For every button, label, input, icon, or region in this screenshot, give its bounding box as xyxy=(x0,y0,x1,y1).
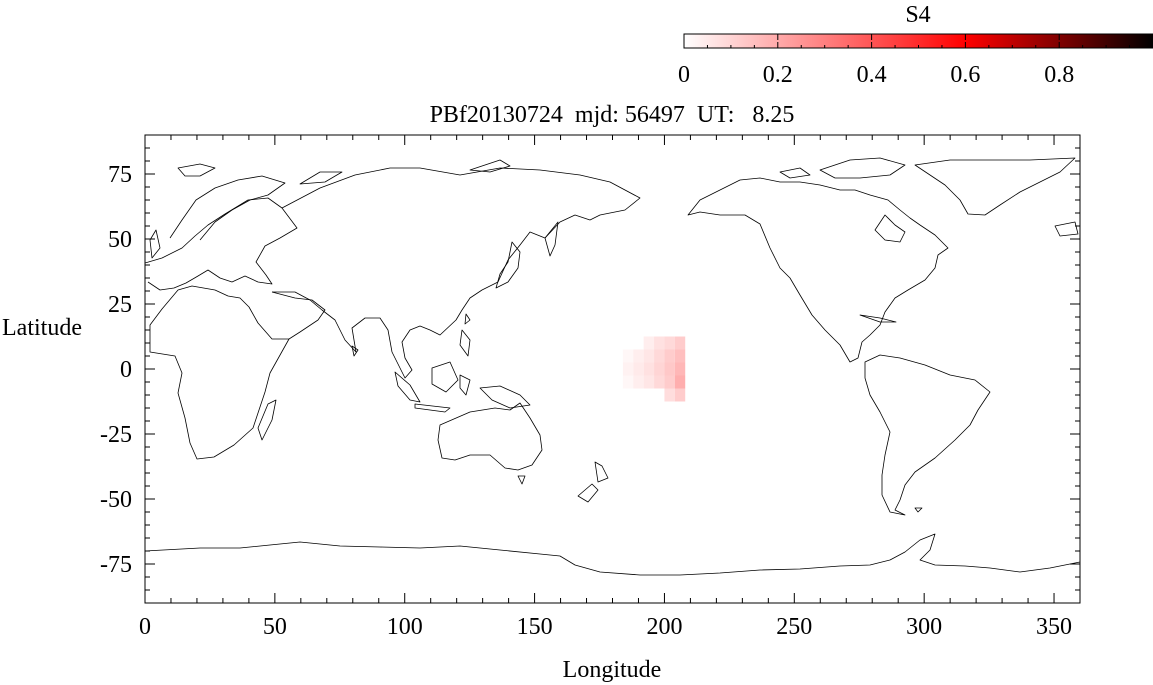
coastline-asia xyxy=(272,167,641,379)
y-tick-label: 50 xyxy=(108,227,132,253)
coastline-new-guinea xyxy=(479,385,531,409)
x-axis-label: Longitude xyxy=(563,657,662,683)
colorbar-tick-label: 0.4 xyxy=(857,62,887,88)
colorbar-ticks: 0 0.2 0.4 0.6 0.8 xyxy=(678,34,1131,88)
coastline-taiwan xyxy=(464,313,471,325)
s4-cell xyxy=(664,336,675,350)
s4-cell xyxy=(633,349,644,363)
s4-cell xyxy=(674,362,686,376)
coastline-australia xyxy=(437,402,543,471)
s4-cell xyxy=(654,349,665,363)
y-tick-label: 75 xyxy=(108,162,132,188)
coastline-madagascar xyxy=(257,399,277,441)
s4-cell xyxy=(643,362,655,376)
coastline-philippines xyxy=(459,329,471,357)
s4-cell xyxy=(633,375,644,389)
coastline-falklands xyxy=(914,507,923,513)
coastline-cuba xyxy=(859,314,897,323)
coastline-sulawesi xyxy=(459,374,471,396)
s4-cell xyxy=(654,375,665,389)
chart-title: PBf20130724 mjd: 56497 UT: 8.25 xyxy=(430,102,795,128)
s4-cell xyxy=(654,336,665,350)
coastline-new-zealand xyxy=(577,461,609,503)
s4-cell xyxy=(674,349,686,363)
coastline-africa xyxy=(149,285,290,460)
coastline-south-america xyxy=(864,354,991,516)
coastline-borneo xyxy=(431,361,459,393)
x-tick-label: 150 xyxy=(517,614,553,640)
y-tick-label: 0 xyxy=(120,357,132,383)
s4-cell xyxy=(643,375,655,389)
coastline-siberia-islands xyxy=(299,159,511,185)
s4-cell xyxy=(674,336,686,350)
s4-cell xyxy=(622,362,634,376)
colorbar: S4 0 0.2 0.4 0.6 0.8 xyxy=(678,2,1153,88)
s4-cell xyxy=(674,388,686,402)
s4-cell xyxy=(664,349,675,363)
x-tick-label: 300 xyxy=(906,614,942,640)
s4-cell xyxy=(643,349,655,363)
x-tick-label: 350 xyxy=(1036,614,1072,640)
coastline-tasmania xyxy=(517,475,526,485)
coastline-arabia xyxy=(271,291,326,340)
s4-cell xyxy=(674,375,686,389)
s4-cell xyxy=(664,375,675,389)
coastline-sumatra xyxy=(394,371,421,403)
coastline-britain xyxy=(149,229,161,259)
coastline-kamchatka xyxy=(544,221,559,257)
s4-cell xyxy=(633,362,644,376)
coastline-java xyxy=(414,403,451,413)
coastlines xyxy=(145,157,1080,576)
x-tick-label: 100 xyxy=(387,614,423,640)
x-tick-label: 0 xyxy=(139,614,151,640)
coastline-japan xyxy=(495,241,521,289)
coastline-sri-lanka xyxy=(351,345,359,357)
coastline-iceland xyxy=(1054,221,1079,237)
plot-background xyxy=(145,135,1080,603)
colorbar-tick-label: 0.6 xyxy=(950,62,980,88)
x-tick-label: 200 xyxy=(646,614,682,640)
coastline-europe xyxy=(145,197,298,291)
colorbar-label: S4 xyxy=(905,2,930,28)
s4-cell xyxy=(654,362,665,376)
s4-cell xyxy=(664,388,675,402)
y-tick-label: -50 xyxy=(100,487,132,513)
coastline-north-america xyxy=(687,177,949,363)
x-axis: 0 50 100 150 200 250 300 350 xyxy=(139,135,1081,640)
y-tick-label: 25 xyxy=(108,292,132,318)
coastline-arctic-archipelago xyxy=(779,157,906,179)
s4-cell xyxy=(664,362,675,376)
y-axis: 75 50 25 0 -25 -50 -75 xyxy=(100,147,1080,591)
y-tick-label: -25 xyxy=(100,422,132,448)
colorbar-tick-label: 0.8 xyxy=(1044,62,1074,88)
coastline-greenland xyxy=(914,157,1076,216)
y-tick-label: -75 xyxy=(100,552,132,578)
coastline-antarctica xyxy=(145,533,1080,576)
s4-cells xyxy=(622,336,686,402)
coastline-hudson-bay xyxy=(874,214,906,243)
s4-cell xyxy=(622,349,634,363)
x-tick-label: 250 xyxy=(776,614,812,640)
x-tick-label: 50 xyxy=(263,614,287,640)
s4-cell xyxy=(643,336,655,350)
coastline-svalbard xyxy=(177,163,216,177)
y-axis-label: Latitude xyxy=(2,315,82,341)
colorbar-tick-label: 0.2 xyxy=(763,62,793,88)
s4-cell xyxy=(622,375,634,389)
colorbar-tick-label: 0 xyxy=(678,62,690,88)
coastline-scandinavia xyxy=(169,175,286,241)
